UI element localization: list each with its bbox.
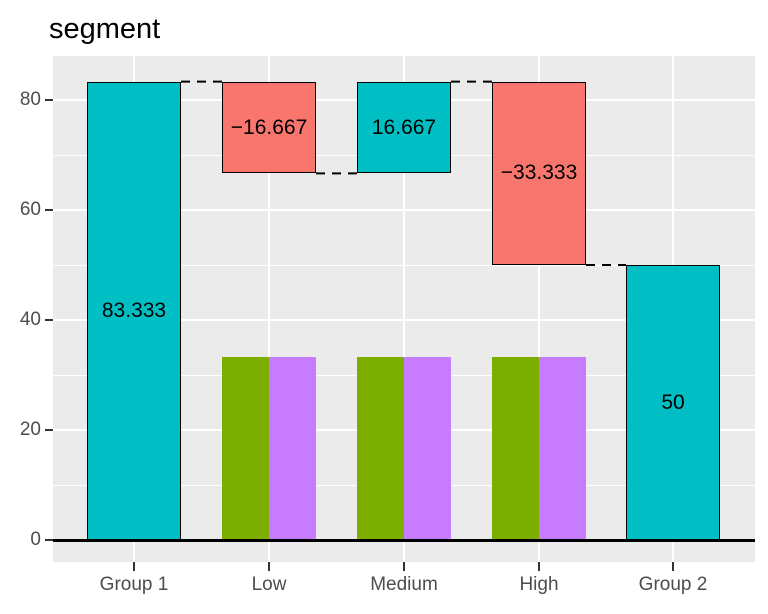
x-axis-tick xyxy=(268,562,270,571)
bar-value-label-medium: 16.667 xyxy=(371,115,437,139)
sub-bar-green-low xyxy=(222,356,269,540)
y-axis-tick xyxy=(45,99,53,101)
y-axis-tick-label: 20 xyxy=(19,419,41,440)
waterfall-bar-low xyxy=(222,81,316,174)
plot-panel: 83.333 −16.667 16.667 −33.333 50 xyxy=(53,56,755,562)
zero-baseline xyxy=(53,538,755,542)
y-axis-tick-label: 0 xyxy=(30,529,41,550)
waterfall-bar-group-2 xyxy=(626,265,720,540)
waterfall-bar-high xyxy=(492,81,586,265)
x-axis-tick-label-high: High xyxy=(519,574,559,595)
y-axis-tick xyxy=(45,319,53,321)
x-axis-tick-label-medium: Medium xyxy=(370,574,438,595)
sub-bar-purple-medium xyxy=(404,356,451,540)
y-axis-tick-label: 40 xyxy=(19,309,41,330)
sub-bar-green-high xyxy=(492,356,539,540)
bar-value-label-high: −33.333 xyxy=(500,161,578,185)
waterfall-bar-group-1 xyxy=(87,81,181,540)
x-axis-tick-label-group-2: Group 2 xyxy=(638,574,708,595)
bar-value-label-group-2: 50 xyxy=(661,390,685,414)
y-axis-tick xyxy=(45,209,53,211)
bar-value-label-group-1: 83.333 xyxy=(101,298,167,322)
waterfall-bar-medium xyxy=(357,81,451,174)
v-gridline xyxy=(268,56,270,562)
x-axis-tick xyxy=(403,562,405,571)
y-axis-tick-label: 80 xyxy=(19,89,41,110)
sub-bar-green-medium xyxy=(357,356,404,540)
x-axis-tick xyxy=(672,562,674,571)
bar-value-label-low: −16.667 xyxy=(230,115,308,139)
sub-bar-purple-low xyxy=(269,356,316,540)
y-axis-tick xyxy=(45,429,53,431)
x-axis-tick-label-group-1: Group 1 xyxy=(99,574,169,595)
v-gridline xyxy=(538,56,540,562)
y-axis-tick-label: 60 xyxy=(19,199,41,220)
y-axis-tick xyxy=(45,539,53,541)
v-gridline xyxy=(403,56,405,562)
x-axis-tick xyxy=(538,562,540,571)
x-axis-tick xyxy=(133,562,135,571)
chart-title: segment xyxy=(49,13,161,45)
x-axis-tick-label-low: Low xyxy=(251,574,287,595)
sub-bar-purple-high xyxy=(539,356,586,540)
